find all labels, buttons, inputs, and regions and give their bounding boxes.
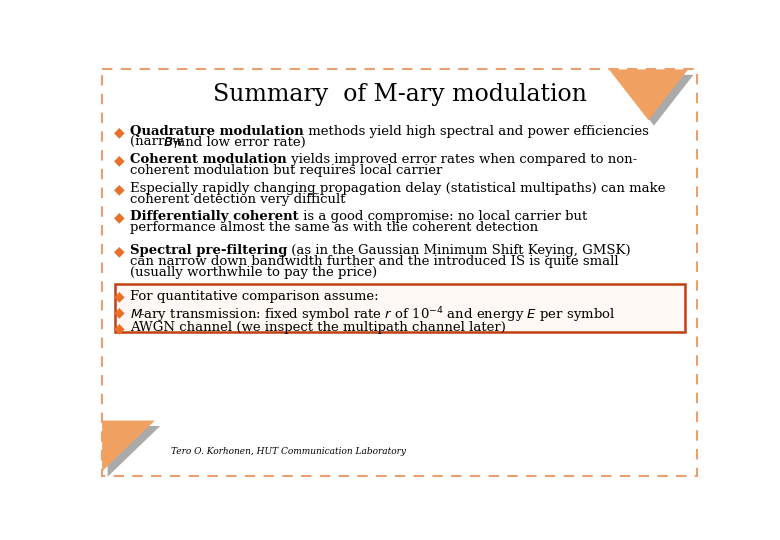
Text: Differentially coherent: Differentially coherent [130, 211, 299, 224]
Text: Summary  of M-ary modulation: Summary of M-ary modulation [213, 83, 587, 105]
Text: $M$$\!$-ary transmission: fixed symbol rate $r$ of 10$^{-4}$ and energy $E$ per : $M$$\!$-ary transmission: fixed symbol r… [130, 305, 615, 325]
Text: coherent detection very difficult: coherent detection very difficult [130, 193, 346, 206]
Text: can narrow down bandwidth further and the introduced IS is quite small: can narrow down bandwidth further and th… [130, 255, 619, 268]
Text: Quadrature modulation: Quadrature modulation [130, 125, 303, 138]
Text: (as in the Gaussian Minimum Shift Keying, GMSK): (as in the Gaussian Minimum Shift Keying… [287, 244, 631, 257]
Text: ◆: ◆ [114, 182, 125, 196]
Text: Spectral pre-filtering: Spectral pre-filtering [130, 244, 287, 257]
Polygon shape [108, 426, 160, 477]
Text: and low error rate): and low error rate) [172, 136, 306, 148]
Text: Tero O. Korhonen, HUT Communication Laboratory: Tero O. Korhonen, HUT Communication Labo… [171, 447, 406, 456]
Text: ◆: ◆ [114, 211, 125, 224]
FancyBboxPatch shape [115, 284, 685, 332]
Text: coherent modulation but requires local carrier: coherent modulation but requires local c… [130, 164, 442, 177]
Text: performance almost the same as with the coherent detection: performance almost the same as with the … [130, 221, 538, 234]
Text: ◆: ◆ [114, 305, 125, 319]
Text: methods yield high spectral and power efficiencies: methods yield high spectral and power ef… [303, 125, 649, 138]
Text: $B_T$: $B_T$ [162, 136, 180, 151]
Text: Especially rapidly changing propagation delay (statistical multipaths) can make: Especially rapidly changing propagation … [130, 182, 665, 195]
Polygon shape [609, 70, 688, 120]
Polygon shape [102, 421, 155, 471]
Text: ◆: ◆ [114, 153, 125, 167]
Text: For quantitative comparison assume:: For quantitative comparison assume: [130, 289, 378, 302]
Text: is a good compromise: no local carrier but: is a good compromise: no local carrier b… [299, 211, 587, 224]
Text: (narrow: (narrow [130, 136, 188, 148]
Text: ◆: ◆ [114, 125, 125, 139]
Text: ◆: ◆ [114, 289, 125, 303]
Text: ◆: ◆ [114, 244, 125, 258]
Text: Coherent modulation: Coherent modulation [130, 153, 287, 166]
Text: ◆: ◆ [114, 321, 125, 335]
Polygon shape [615, 75, 693, 126]
Text: (usually worthwhile to pay the price): (usually worthwhile to pay the price) [130, 266, 378, 279]
Text: yields improved error rates when compared to non-: yields improved error rates when compare… [287, 153, 637, 166]
Text: AWGN channel (we inspect the multipath channel later): AWGN channel (we inspect the multipath c… [130, 321, 506, 334]
